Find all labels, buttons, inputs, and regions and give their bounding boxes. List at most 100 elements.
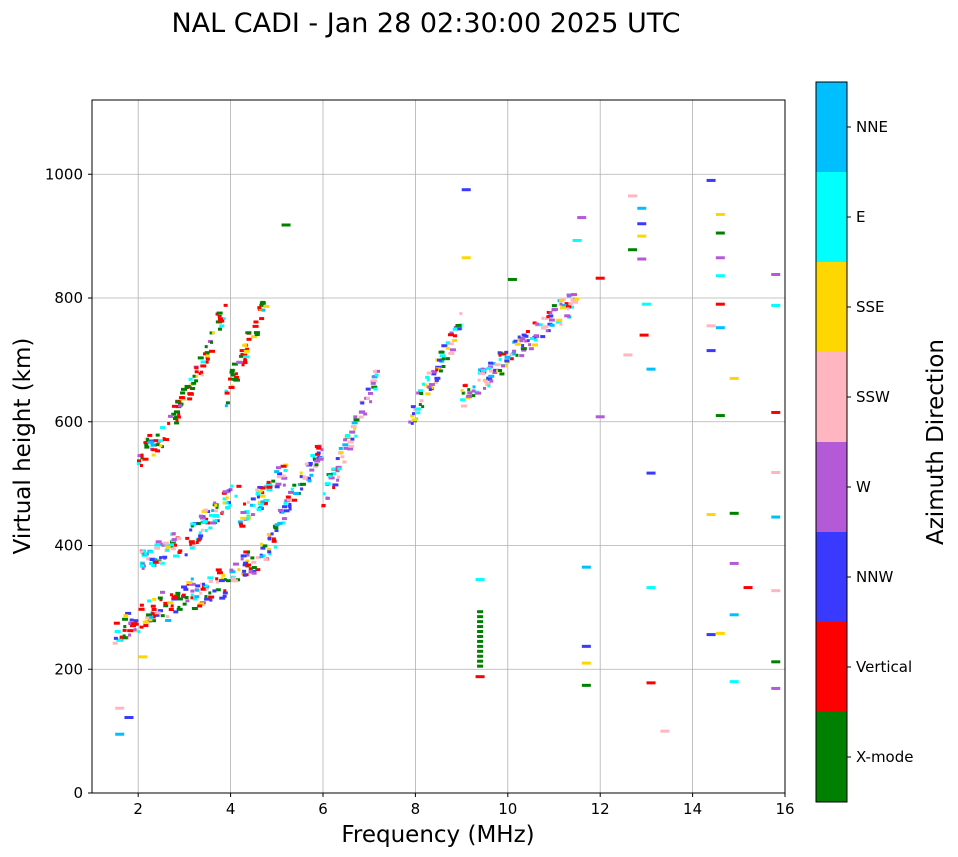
echo-mark [423, 383, 428, 387]
echo-mark [263, 501, 268, 505]
echo-mark [173, 610, 179, 614]
echo-mark [215, 580, 219, 584]
y-tick-label: 600 [54, 413, 83, 431]
echo-mark [175, 418, 179, 422]
echo-mark [266, 488, 273, 492]
echo-mark [300, 475, 306, 479]
echo-mark [240, 352, 244, 356]
echo-mark [637, 257, 647, 261]
echo-mark [351, 421, 358, 425]
echo-mark [246, 337, 252, 341]
echo-mark [281, 517, 287, 521]
echo-mark [477, 659, 484, 663]
echo-mark [500, 352, 507, 356]
echo-mark [160, 445, 164, 449]
echo-mark [418, 403, 422, 407]
echo-mark [151, 612, 158, 616]
echo-mark [238, 522, 243, 526]
echo-mark [337, 475, 341, 479]
echo-mark [483, 386, 487, 390]
echo-mark [291, 498, 298, 502]
echo-mark [162, 541, 169, 545]
echo-mark [447, 333, 454, 337]
echo-mark [513, 339, 518, 343]
echo-mark [283, 509, 290, 513]
echo-mark [215, 577, 219, 581]
echo-mark [637, 222, 647, 226]
echo-mark [177, 412, 181, 416]
echo-mark [353, 418, 360, 422]
echo-mark [771, 470, 781, 474]
echo-mark [477, 639, 484, 643]
echo-mark [169, 606, 174, 610]
echo-mark [217, 314, 222, 318]
echo-mark [200, 370, 204, 374]
echo-mark [461, 391, 465, 395]
echo-mark [706, 324, 716, 328]
echo-mark [139, 464, 143, 468]
echo-mark [566, 293, 573, 297]
x-tick-label: 6 [318, 800, 328, 818]
echo-mark [152, 560, 159, 564]
colorbar-segment [816, 262, 847, 352]
echo-mark [453, 325, 459, 329]
echo-mark [202, 585, 207, 589]
echo-mark [372, 375, 376, 379]
echo-mark [418, 389, 424, 393]
echo-mark [274, 485, 280, 489]
echo-mark [139, 625, 144, 629]
echo-mark [449, 331, 454, 335]
echo-mark [128, 622, 134, 626]
echo-mark [434, 378, 439, 382]
echo-mark [167, 601, 174, 605]
echo-mark [204, 345, 208, 349]
echo-mark [282, 505, 288, 509]
x-tick-label: 2 [133, 800, 143, 818]
echo-mark [460, 404, 467, 408]
echo-mark [239, 354, 244, 358]
echo-mark [335, 457, 340, 461]
echo-mark [260, 542, 264, 546]
echo-mark [198, 534, 204, 538]
echo-mark [477, 630, 484, 634]
echo-mark [160, 590, 166, 594]
echo-mark [146, 613, 153, 617]
echo-mark [263, 498, 270, 502]
echo-mark [314, 459, 321, 463]
echo-mark [160, 614, 165, 618]
echo-mark [541, 316, 545, 320]
echo-mark [140, 564, 145, 568]
echo-mark [144, 552, 148, 556]
echo-mark [331, 472, 337, 476]
echo-mark [337, 467, 342, 471]
echo-mark [465, 396, 471, 400]
echo-mark [374, 369, 380, 373]
echo-mark [416, 411, 421, 415]
echo-mark [240, 554, 247, 558]
echo-mark [113, 636, 118, 640]
echo-mark [207, 576, 214, 580]
echo-mark [535, 322, 540, 326]
echo-mark [149, 615, 154, 619]
echo-mark [266, 480, 271, 484]
echo-mark [174, 543, 178, 547]
echo-mark [288, 502, 292, 506]
echo-mark [260, 500, 265, 504]
echo-mark [178, 549, 183, 553]
echo-mark [743, 586, 753, 590]
echo-mark [136, 459, 141, 463]
colorbar-segment [816, 622, 847, 712]
echo-mark [156, 560, 163, 564]
echo-mark [628, 194, 638, 198]
echo-mark [163, 438, 170, 442]
echo-mark [234, 372, 238, 376]
echo-mark [549, 323, 555, 327]
echo-mark [242, 569, 247, 573]
echo-mark [189, 582, 196, 586]
echo-mark [371, 379, 378, 383]
echo-mark [201, 582, 205, 586]
echo-mark [524, 339, 528, 343]
echo-mark [129, 624, 136, 628]
echo-mark [551, 304, 557, 308]
x-tick-label: 14 [683, 800, 702, 818]
